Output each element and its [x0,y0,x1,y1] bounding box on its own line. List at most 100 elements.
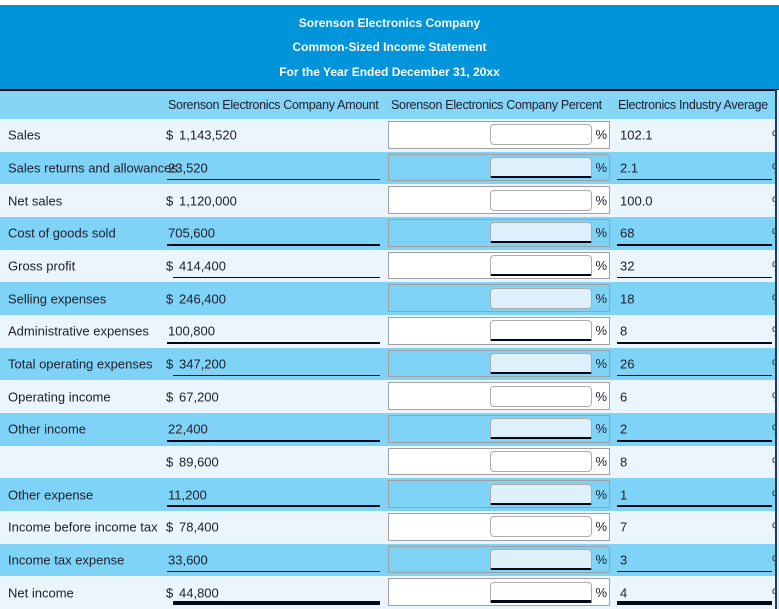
percent-sign: % [595,192,607,208]
dollar-sign: $ [166,585,174,601]
row-label: Other expense [8,487,94,503]
percent-input[interactable] [490,548,593,570]
percent-field-group: % [388,382,610,410]
industry-average-value: 8 [620,323,628,339]
percent-sign: % [595,355,607,371]
row-label: Other income [8,421,87,437]
percent-field-group: % [388,186,610,214]
right-edge-strip [777,90,779,609]
percent-sign: % [595,388,607,404]
percent-field-group: % [388,218,610,247]
percent-sign: % [595,421,607,437]
dollar-sign: $ [166,193,174,209]
industry-average-value: 18 [620,291,635,307]
amount-value: 1,120,000 [179,193,237,209]
industry-average-value: 102.1 [620,127,653,143]
statement-row: Income tax expense 33,600 % 3 % [0,543,779,577]
percent-sign: % [595,159,607,175]
percent-input[interactable] [490,156,593,178]
industry-column-header: Electronics Industry Average [618,98,768,112]
industry-average-value: 2 [620,421,628,437]
industry-average-value: 1 [620,487,628,503]
statement-row: $ 89,600 % 8 % [0,445,779,479]
percent-field-group: % [388,512,610,541]
industry-underline [617,570,772,573]
amount-column-header: Sorenson Electronics Company Amount [168,98,379,112]
industry-underline [617,601,772,605]
percent-input[interactable] [490,222,593,244]
amount-value: 33,600 [168,552,208,568]
percent-sign: % [595,551,607,567]
statement-row: Income before income tax $ 78,400 % 7 % [0,510,779,544]
percent-input[interactable] [490,287,593,309]
industry-average-value: 2.1 [620,160,639,176]
percent-input[interactable] [490,352,593,374]
statement-row: Net income $ 44,800 % 4 % [0,576,779,609]
industry-average-value: 4 [620,585,628,601]
amount-value: 246,400 [179,291,226,307]
industry-underline [617,342,772,344]
industry-average-value: 32 [620,258,635,274]
percent-field-group: % [388,251,610,280]
percent-field-group: % [388,121,610,149]
percent-input[interactable] [490,385,593,407]
header-divider-line [0,89,779,91]
dollar-sign: $ [166,127,174,143]
percent-sign: % [595,519,607,535]
percent-input[interactable] [490,450,593,472]
dollar-sign: $ [166,519,174,535]
company-name: Sorenson Electronics Company [298,15,481,30]
dollar-sign: $ [166,291,174,307]
row-label: Selling expenses [8,291,107,307]
percent-input[interactable] [490,483,593,505]
percent-sign: % [595,257,607,273]
percent-field-group: % [388,153,610,182]
statement-row: Cost of goods sold 705,600 % 68 % [0,216,779,250]
row-label: Net income [8,585,74,601]
percent-input[interactable] [490,254,593,276]
amount-value: 22,400 [168,421,208,437]
column-header-row: Sorenson Electronics Company Amount Sore… [0,91,779,119]
percent-input[interactable] [490,189,593,211]
dollar-sign: $ [166,258,174,274]
industry-average-value: 3 [620,552,628,568]
dollar-sign: $ [166,356,174,372]
percent-input[interactable] [490,320,593,342]
statement-row: Other expense 11,200 % 1 % [0,478,779,511]
amount-value: 23,520 [168,160,208,176]
dollar-sign: $ [166,454,174,470]
amount-value: 347,200 [179,356,226,372]
percent-input[interactable] [490,581,593,603]
row-label: Operating income [8,389,111,405]
row-label: Income tax expense [8,552,125,568]
industry-underline [617,178,772,181]
percent-field-group: % [388,545,610,574]
percent-sign: % [595,486,607,502]
percent-sign: % [595,323,607,339]
amount-underline [173,374,380,377]
statement-row: Administrative expenses 100,800 % 8 % [0,314,779,348]
percent-input[interactable] [490,516,593,538]
industry-underline [617,439,772,442]
amount-value: 1,143,520 [179,127,237,143]
industry-underline [617,505,772,507]
amount-underline [167,178,380,181]
dollar-sign: $ [166,389,174,405]
amount-underline [167,570,380,573]
row-label: Net sales [8,193,63,209]
industry-average-value: 8 [620,454,628,470]
statement-row: Operating income $ 67,200 % 6 % [0,380,779,413]
percent-sign: % [595,225,607,241]
row-label: Gross profit [8,258,76,274]
percent-sign: % [595,127,607,143]
amount-underline [167,342,380,344]
percent-input[interactable] [490,418,593,440]
row-label: Sales returns and allowances [8,160,178,176]
industry-average-value: 68 [620,225,635,241]
industry-underline [617,374,772,377]
amount-value: 100,800 [168,323,215,339]
top-margin-strip [0,0,779,5]
amount-value: 414,400 [179,258,226,274]
percent-input[interactable] [490,124,593,146]
statement-row: Other income 22,400 % 2 % [0,412,779,446]
